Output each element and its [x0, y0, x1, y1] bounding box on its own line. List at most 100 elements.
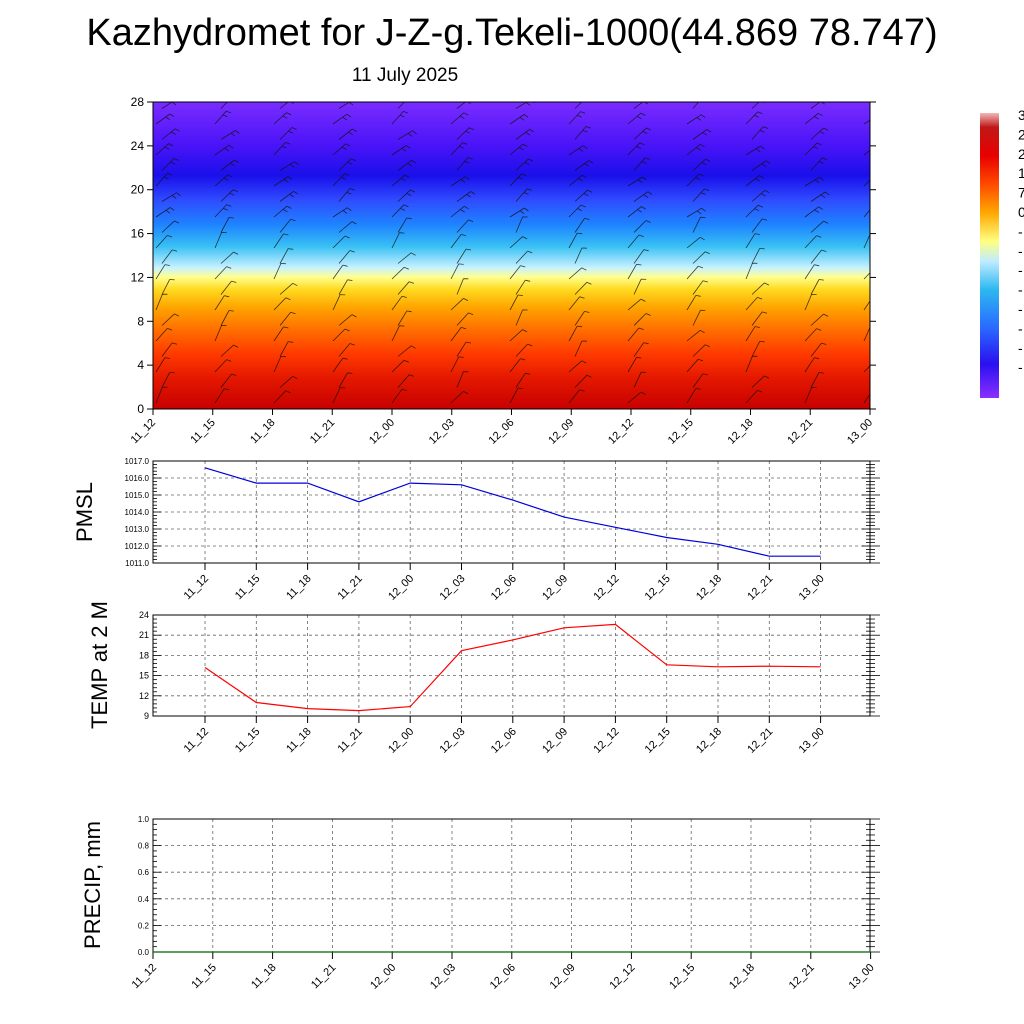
- wind-barb: [220, 189, 238, 202]
- y-tick-label: 0.6: [138, 868, 150, 877]
- x-tick-label: 11_18: [248, 417, 278, 447]
- colorbar: 3 2 2 1 7 0 - - - - - - - -: [980, 107, 1024, 398]
- wind-barb: [751, 248, 765, 264]
- wind-barb: [692, 188, 710, 202]
- x-tick-label: 11_18: [284, 726, 314, 756]
- wind-barb: [686, 265, 704, 280]
- x-tick-label: 13_00: [847, 962, 877, 992]
- wind-barb: [338, 250, 355, 264]
- x-tick-label: 11_21: [309, 962, 339, 992]
- x-tick-label: 11_15: [233, 573, 263, 603]
- wind-barb: [397, 345, 416, 357]
- wind-barb: [456, 127, 474, 140]
- wind-barb: [869, 324, 870, 326]
- wind-barb: [568, 389, 585, 404]
- page-subtitle: 11 July 2025: [351, 65, 459, 86]
- wind-barb: [155, 357, 170, 373]
- wind-barb: [273, 112, 292, 125]
- wind-barb: [751, 341, 765, 357]
- wind-barb: [397, 130, 417, 140]
- wind-barb: [863, 300, 870, 311]
- wind-barb: [515, 343, 533, 357]
- wind-barb: [692, 280, 708, 295]
- y-tick-label: 0: [137, 402, 144, 416]
- wind-barb: [220, 280, 237, 295]
- wind-barb: [515, 128, 535, 140]
- wind-barb: [869, 293, 870, 295]
- wind-barb: [273, 233, 289, 249]
- wind-barb: [568, 111, 586, 125]
- colorbar-label: -: [1018, 243, 1023, 259]
- wind-barb: [391, 295, 407, 311]
- wind-barb: [338, 343, 355, 357]
- y-tick-label: 12: [131, 270, 145, 284]
- colorbar-label: 3: [1018, 107, 1024, 123]
- x-tick-label: 12_18: [726, 417, 756, 447]
- wind-barb: [869, 355, 870, 357]
- wind-barb: [810, 102, 826, 109]
- wind-barb: [869, 262, 870, 264]
- wind-barb: [456, 191, 476, 202]
- wind-barb: [869, 200, 870, 202]
- page-title: Kazhydromet for J-Z-g.Tekeli-1000(44.869…: [86, 12, 938, 54]
- wind-barb: [751, 160, 771, 171]
- wind-barb: [450, 112, 469, 125]
- wind-barb: [515, 250, 533, 264]
- x-tick-label: 13_00: [797, 726, 827, 756]
- wind-barb: [155, 207, 175, 218]
- wind-barb: [686, 173, 704, 187]
- wind-barb: [391, 388, 407, 404]
- panel-frame: [152, 614, 871, 717]
- wind-barb: [509, 387, 523, 404]
- wind-barb: [692, 373, 708, 388]
- wind-barb: [515, 372, 531, 388]
- cross-section-y-axis: 0 4 8 12 16 20 24 28: [131, 95, 876, 416]
- wind-barb: [515, 188, 533, 202]
- wind-barb: [515, 309, 528, 326]
- wind-barb: [568, 232, 583, 249]
- wind-barb: [574, 340, 587, 357]
- x-tick-label: 12_00: [367, 417, 397, 447]
- x-tick-label: 12_18: [694, 573, 724, 603]
- wind-barb: [686, 295, 701, 311]
- wind-barb: [568, 296, 585, 311]
- wind-barb: [810, 313, 829, 326]
- wind-barb: [220, 159, 239, 171]
- colorbar-label: -: [1018, 282, 1023, 298]
- wind-barb: [574, 102, 589, 109]
- x-tick-label: 12_21: [745, 726, 775, 756]
- x-tick-label: 11_18: [284, 573, 314, 603]
- wind-barb: [686, 388, 701, 404]
- wind-barb: [574, 374, 592, 388]
- wind-barb: [391, 232, 405, 249]
- wind-barb: [214, 325, 227, 342]
- wind-barb: [509, 236, 528, 249]
- wind-barb: [627, 391, 646, 404]
- precip-panel: 0.0 0.2 0.4 0.6 0.8 1.0 11_12 11_15 11_18 11_21 12…: [80, 815, 880, 992]
- x-tick-label: 13_00: [845, 417, 875, 447]
- wind-barb: [810, 157, 828, 171]
- wind-barb: [450, 263, 464, 280]
- wind-barb: [509, 143, 528, 156]
- wind-barb: [332, 264, 348, 280]
- x-tick-label: 12_03: [427, 417, 457, 447]
- wind-barb: [161, 313, 180, 326]
- x-tick-label: 11_15: [189, 962, 219, 992]
- wind-barb: [633, 191, 653, 202]
- wind-barb: [456, 248, 471, 264]
- wind-barb: [863, 393, 870, 404]
- wind-barb: [692, 129, 712, 140]
- wind-barb: [633, 313, 651, 326]
- wind-barb: [391, 204, 409, 218]
- x-tick-label: 12_12: [591, 573, 621, 603]
- wind-barb: [273, 356, 286, 373]
- wind-barb: [751, 282, 770, 295]
- wind-barb: [692, 102, 699, 109]
- wind-barb: [804, 142, 822, 156]
- wind-barb: [686, 358, 704, 373]
- wind-barb: [456, 157, 473, 171]
- x-tick-label: 12_09: [540, 573, 570, 603]
- wind-barb: [332, 143, 351, 156]
- x-tick-label: 11_18: [249, 962, 279, 992]
